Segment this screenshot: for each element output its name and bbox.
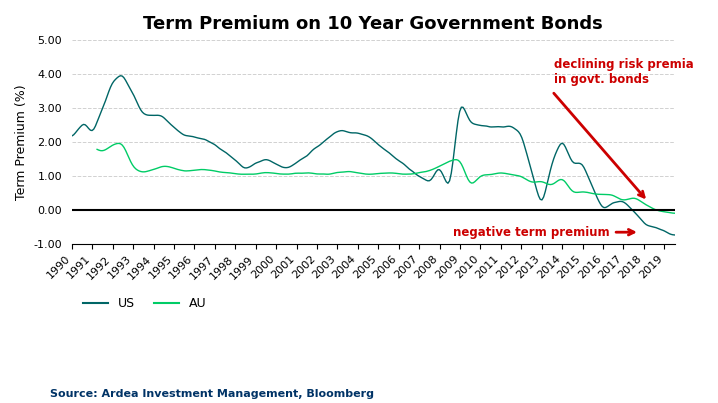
Title: Term Premium on 10 Year Government Bonds: Term Premium on 10 Year Government Bonds <box>144 15 603 33</box>
US <box>116 73 125 78</box>
AU <box>670 211 679 216</box>
US <box>279 165 288 170</box>
Y-axis label: Term Premium (%): Term Premium (%) <box>15 84 28 200</box>
US <box>143 113 151 118</box>
Text: declining risk premia
in govt. bonds: declining risk premia in govt. bonds <box>554 58 694 86</box>
AU <box>277 172 286 177</box>
AU <box>637 199 645 204</box>
US <box>333 129 342 134</box>
Text: negative term premium: negative term premium <box>452 226 609 239</box>
AU <box>141 169 150 174</box>
US <box>249 162 258 167</box>
US <box>269 160 278 165</box>
Line: AU: AU <box>97 143 674 213</box>
Line: US: US <box>72 76 674 235</box>
AU <box>331 170 340 175</box>
AU <box>267 170 276 175</box>
Legend: US, AU: US, AU <box>78 292 212 316</box>
Text: Source: Ardea Investment Management, Bloomberg: Source: Ardea Investment Management, Blo… <box>50 389 374 399</box>
US <box>670 233 679 237</box>
US <box>67 133 76 138</box>
US <box>638 219 647 224</box>
AU <box>247 172 256 177</box>
